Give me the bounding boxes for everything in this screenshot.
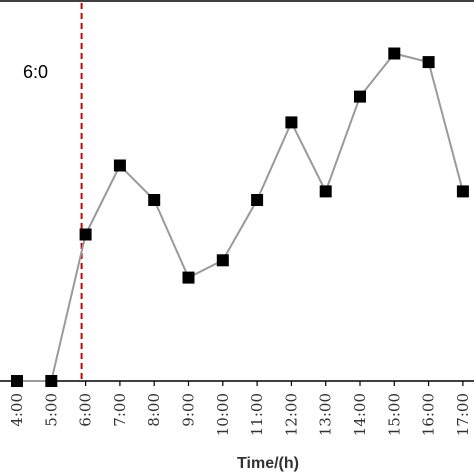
x-tick-label: 8:00 bbox=[145, 393, 163, 427]
x-axis-label: Time/(h) bbox=[237, 455, 299, 472]
x-tick-label: 5:00 bbox=[42, 393, 60, 427]
x-tick-label: 17:00 bbox=[454, 393, 472, 436]
data-point-marker bbox=[456, 185, 469, 198]
data-point-marker bbox=[422, 56, 435, 69]
series-line bbox=[17, 52, 464, 382]
x-tick-label: 10:00 bbox=[214, 393, 232, 436]
data-point-marker bbox=[148, 194, 161, 206]
annotation-label: 6:0 bbox=[23, 62, 48, 82]
x-tick-labels: 4:00 5:00 6:00 7:00 8:00 9:00 10:00 11:00 12:00 1… bbox=[8, 393, 472, 436]
x-ticks bbox=[16, 381, 464, 386]
x-tick-label: 14:00 bbox=[351, 393, 369, 436]
data-point-marker bbox=[216, 254, 229, 267]
data-point-marker bbox=[354, 90, 366, 103]
data-point-marker bbox=[45, 375, 58, 387]
data-point-marker bbox=[182, 271, 195, 284]
x-tick-label: 12:00 bbox=[282, 393, 300, 436]
x-tick-label: 11:00 bbox=[248, 393, 266, 436]
data-point-marker bbox=[319, 185, 332, 198]
x-tick-label: 15:00 bbox=[385, 393, 403, 436]
x-tick-label: 13:00 bbox=[317, 393, 335, 436]
x-tick-label: 9:00 bbox=[180, 393, 198, 427]
data-point-marker bbox=[285, 116, 298, 129]
data-point-marker bbox=[251, 194, 264, 206]
x-tick-label: 4:00 bbox=[8, 393, 26, 427]
x-tick-label: 16:00 bbox=[420, 393, 438, 436]
series-markers bbox=[11, 47, 469, 387]
data-point-marker bbox=[11, 375, 23, 387]
data-point-marker bbox=[79, 228, 92, 241]
x-tick-label: 6:00 bbox=[77, 393, 95, 427]
plot-frame bbox=[0, 0, 474, 382]
x-tick-label: 7:00 bbox=[111, 393, 129, 427]
data-point-marker bbox=[388, 47, 401, 60]
data-point-marker bbox=[113, 159, 126, 172]
